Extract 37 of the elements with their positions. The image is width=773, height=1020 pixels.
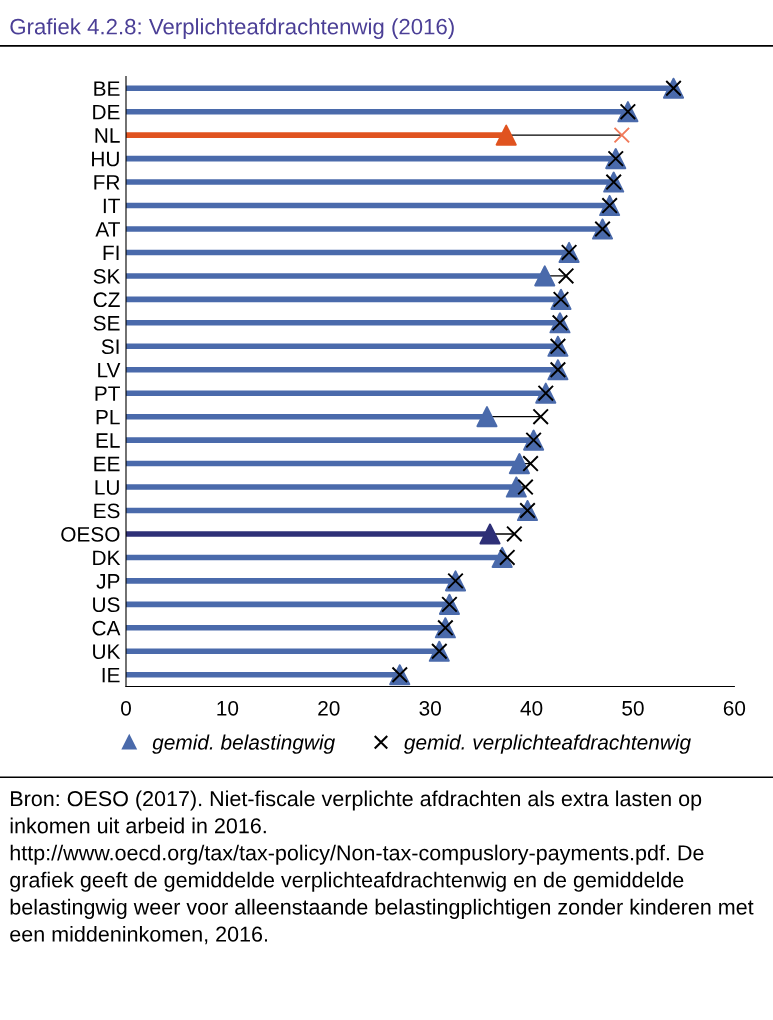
y-tick-label: UK [93, 644, 121, 660]
y-tick-label: CA [92, 620, 121, 636]
y-tick-label: IE [102, 667, 120, 683]
legend-label: gemid. verplichteafdrachtenwig [403, 734, 691, 754]
y-tick-label: SI [101, 339, 119, 355]
y-tick-label: FI [103, 245, 119, 260]
y-tick-label: EE [94, 456, 120, 472]
x-tick-label: 50 [622, 700, 644, 716]
y-tick-label: CZ [93, 292, 120, 308]
y-tick-label: HU [92, 151, 119, 167]
y-tick-label: OESO [61, 526, 120, 542]
x-tick-label: 40 [520, 700, 543, 716]
y-tick-label: DK [93, 550, 121, 565]
y-tick-label: LU [95, 480, 119, 495]
x-tick-label: 30 [419, 700, 441, 716]
x-tick-label: 60 [723, 700, 746, 716]
y-tick-label: ES [94, 503, 120, 519]
y-tick-label: LV [98, 362, 121, 378]
y-tick-label: FR [94, 175, 120, 190]
y-tick-label: PL [96, 409, 120, 425]
x-tick-label: 10 [217, 700, 239, 716]
x-tick-label: 20 [318, 700, 340, 716]
y-tick-label: SE [93, 315, 120, 331]
y-tick-label: BE [94, 81, 120, 96]
y-tick-label: DE [93, 104, 120, 120]
y-tick-label: PT [95, 386, 120, 401]
chart-title: Grafiek 4.2.8: Verplichteafdrachtenwig (2016) [10, 18, 454, 39]
y-tick-label: EL [96, 433, 120, 448]
y-tick-label: JP [96, 574, 120, 589]
y-tick-label: US [93, 597, 120, 613]
y-tick-label: NL [95, 128, 120, 143]
text: Bron: OESO (2017). Niet-fiscale verplichte afdrachten als extra lasten op inkomen uit arbeid in 2016. http://www.oecd.org/tax/tax-policy/Non-tax-compuslory-payments.pdf. De grafiek geeft de gemiddelde verplichteafdrachtenwig en de gemiddelde belastingwig weer voor alleenstaande belastingplichtigen zonder kinderen met een middeninkomen, 2016. [10, 790, 754, 945]
y-tick-label: SK [93, 268, 121, 284]
x-tick-label: 0 [121, 700, 131, 716]
legend-label: gemid. belastingwig [152, 734, 335, 754]
y-tick-label: AT [95, 222, 120, 237]
y-tick-label: IT [103, 198, 120, 214]
